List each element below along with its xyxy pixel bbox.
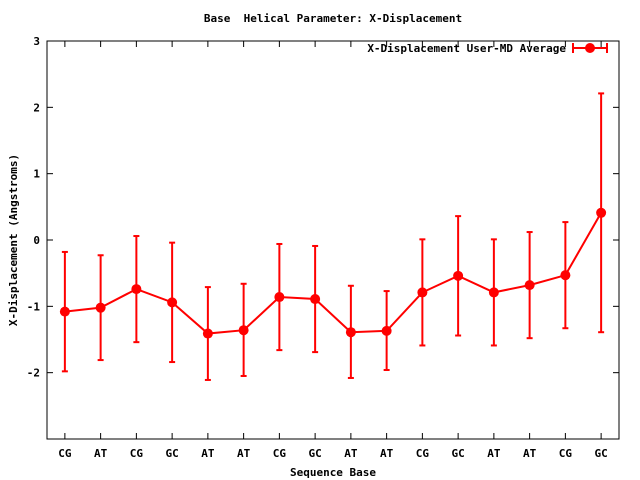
data-point bbox=[202, 328, 213, 339]
data-point bbox=[131, 284, 142, 295]
x-tick-label: CG bbox=[559, 447, 573, 460]
chart-title: Base Helical Parameter: X-Displacement bbox=[204, 12, 462, 25]
legend-label: X-Displacement User-MD Average bbox=[367, 42, 566, 55]
x-tick-label: AT bbox=[523, 447, 537, 460]
y-tick-label: -2 bbox=[27, 367, 40, 380]
x-tick-label: GC bbox=[452, 447, 465, 460]
x-tick-label: AT bbox=[94, 447, 108, 460]
plot-frame bbox=[46, 40, 620, 440]
x-tick-label: GC bbox=[166, 447, 179, 460]
data-points bbox=[59, 207, 607, 339]
x-tick-label: CG bbox=[416, 447, 430, 460]
data-point bbox=[488, 287, 499, 298]
x-tick-label: CG bbox=[58, 447, 72, 460]
legend: X-Displacement User-MD Average bbox=[367, 42, 608, 55]
data-point bbox=[59, 306, 70, 317]
error-bars bbox=[61, 92, 605, 381]
x-tick-label: AT bbox=[237, 447, 251, 460]
x-tick-label: AT bbox=[487, 447, 501, 460]
data-point bbox=[95, 302, 106, 313]
x-tick-label: AT bbox=[201, 447, 215, 460]
data-point bbox=[238, 325, 249, 336]
x-tick-label: GC bbox=[595, 447, 608, 460]
x-axis-label: Sequence Base bbox=[290, 466, 376, 479]
data-point bbox=[596, 207, 607, 218]
x-axis-ticks: CG AT CG GC AT AT CG GC AT AT CG GC AT AT CG GC bbox=[58, 41, 608, 460]
x-tick-label: GC bbox=[309, 447, 322, 460]
y-tick-label: 0 bbox=[33, 234, 40, 247]
data-point bbox=[310, 294, 321, 305]
data-point bbox=[453, 270, 464, 281]
series-line bbox=[64, 212, 602, 335]
data-point bbox=[167, 297, 178, 308]
x-tick-label: AT bbox=[380, 447, 394, 460]
data-point bbox=[524, 280, 535, 291]
y-tick-label: 1 bbox=[33, 168, 40, 181]
y-tick-label: 3 bbox=[33, 35, 40, 48]
y-axis-label: X-Displacement (Angstroms) bbox=[7, 154, 20, 326]
x-tick-label: CG bbox=[273, 447, 287, 460]
data-point bbox=[345, 327, 356, 338]
y-tick-label: -1 bbox=[27, 300, 41, 313]
data-point bbox=[560, 270, 571, 281]
x-tick-label: AT bbox=[344, 447, 358, 460]
y-axis-ticks: 3 2 1 0 -1 -2 bbox=[27, 35, 619, 380]
data-point bbox=[417, 287, 428, 298]
y-tick-label: 2 bbox=[33, 101, 40, 114]
legend-marker bbox=[585, 43, 595, 53]
data-point bbox=[381, 325, 392, 336]
data-point bbox=[274, 292, 285, 303]
x-tick-label: CG bbox=[130, 447, 144, 460]
